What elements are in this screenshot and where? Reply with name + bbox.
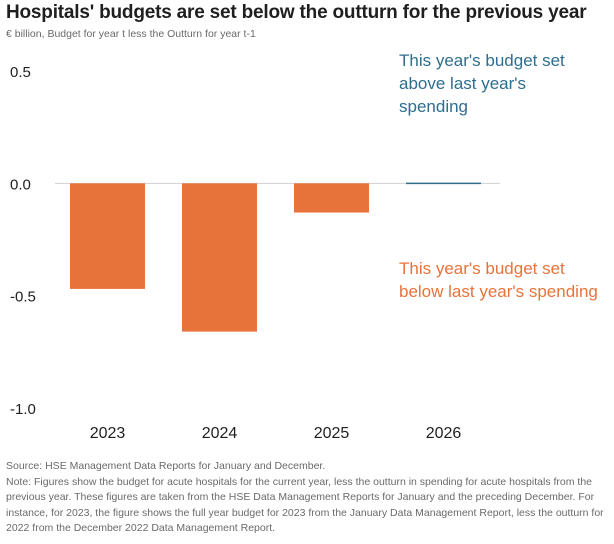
chart-notes: Source: HSE Management Data Reports for … [6,459,610,537]
bar-2023 [70,183,145,289]
source-text: Source: HSE Management Data Reports for … [6,460,326,472]
chart-title: Hospitals' budgets are set below the out… [6,2,587,23]
x-tick-label: 2025 [314,425,350,442]
x-tick-label: 2024 [202,425,238,442]
y-tick-label: -1.0 [10,401,36,418]
x-tick-label: 2023 [90,425,126,442]
annotation-above: This year's budget set above last year's… [399,51,565,116]
note-text: Note: Figures show the budget for acute … [6,475,604,535]
y-tick-label: 0.5 [10,64,31,81]
chart-subtitle: € billion, Budget for year t less the Ou… [6,28,256,40]
bar-2025 [294,183,369,213]
bars [70,182,481,332]
x-axis-ticks: 2023 2024 2025 2026 [90,425,462,442]
y-tick-label: 0.0 [10,176,31,193]
bar-chart: 0.5 0.0 -0.5 -1.0 2023 2024 2025 2026 [10,64,500,442]
x-tick-label: 2026 [426,425,462,442]
y-axis-ticks: 0.5 0.0 -0.5 -1.0 [10,64,36,418]
annotation-below: This year's budget set below last year's… [399,259,598,301]
y-tick-label: -0.5 [10,289,36,306]
bar-2024 [182,183,257,332]
